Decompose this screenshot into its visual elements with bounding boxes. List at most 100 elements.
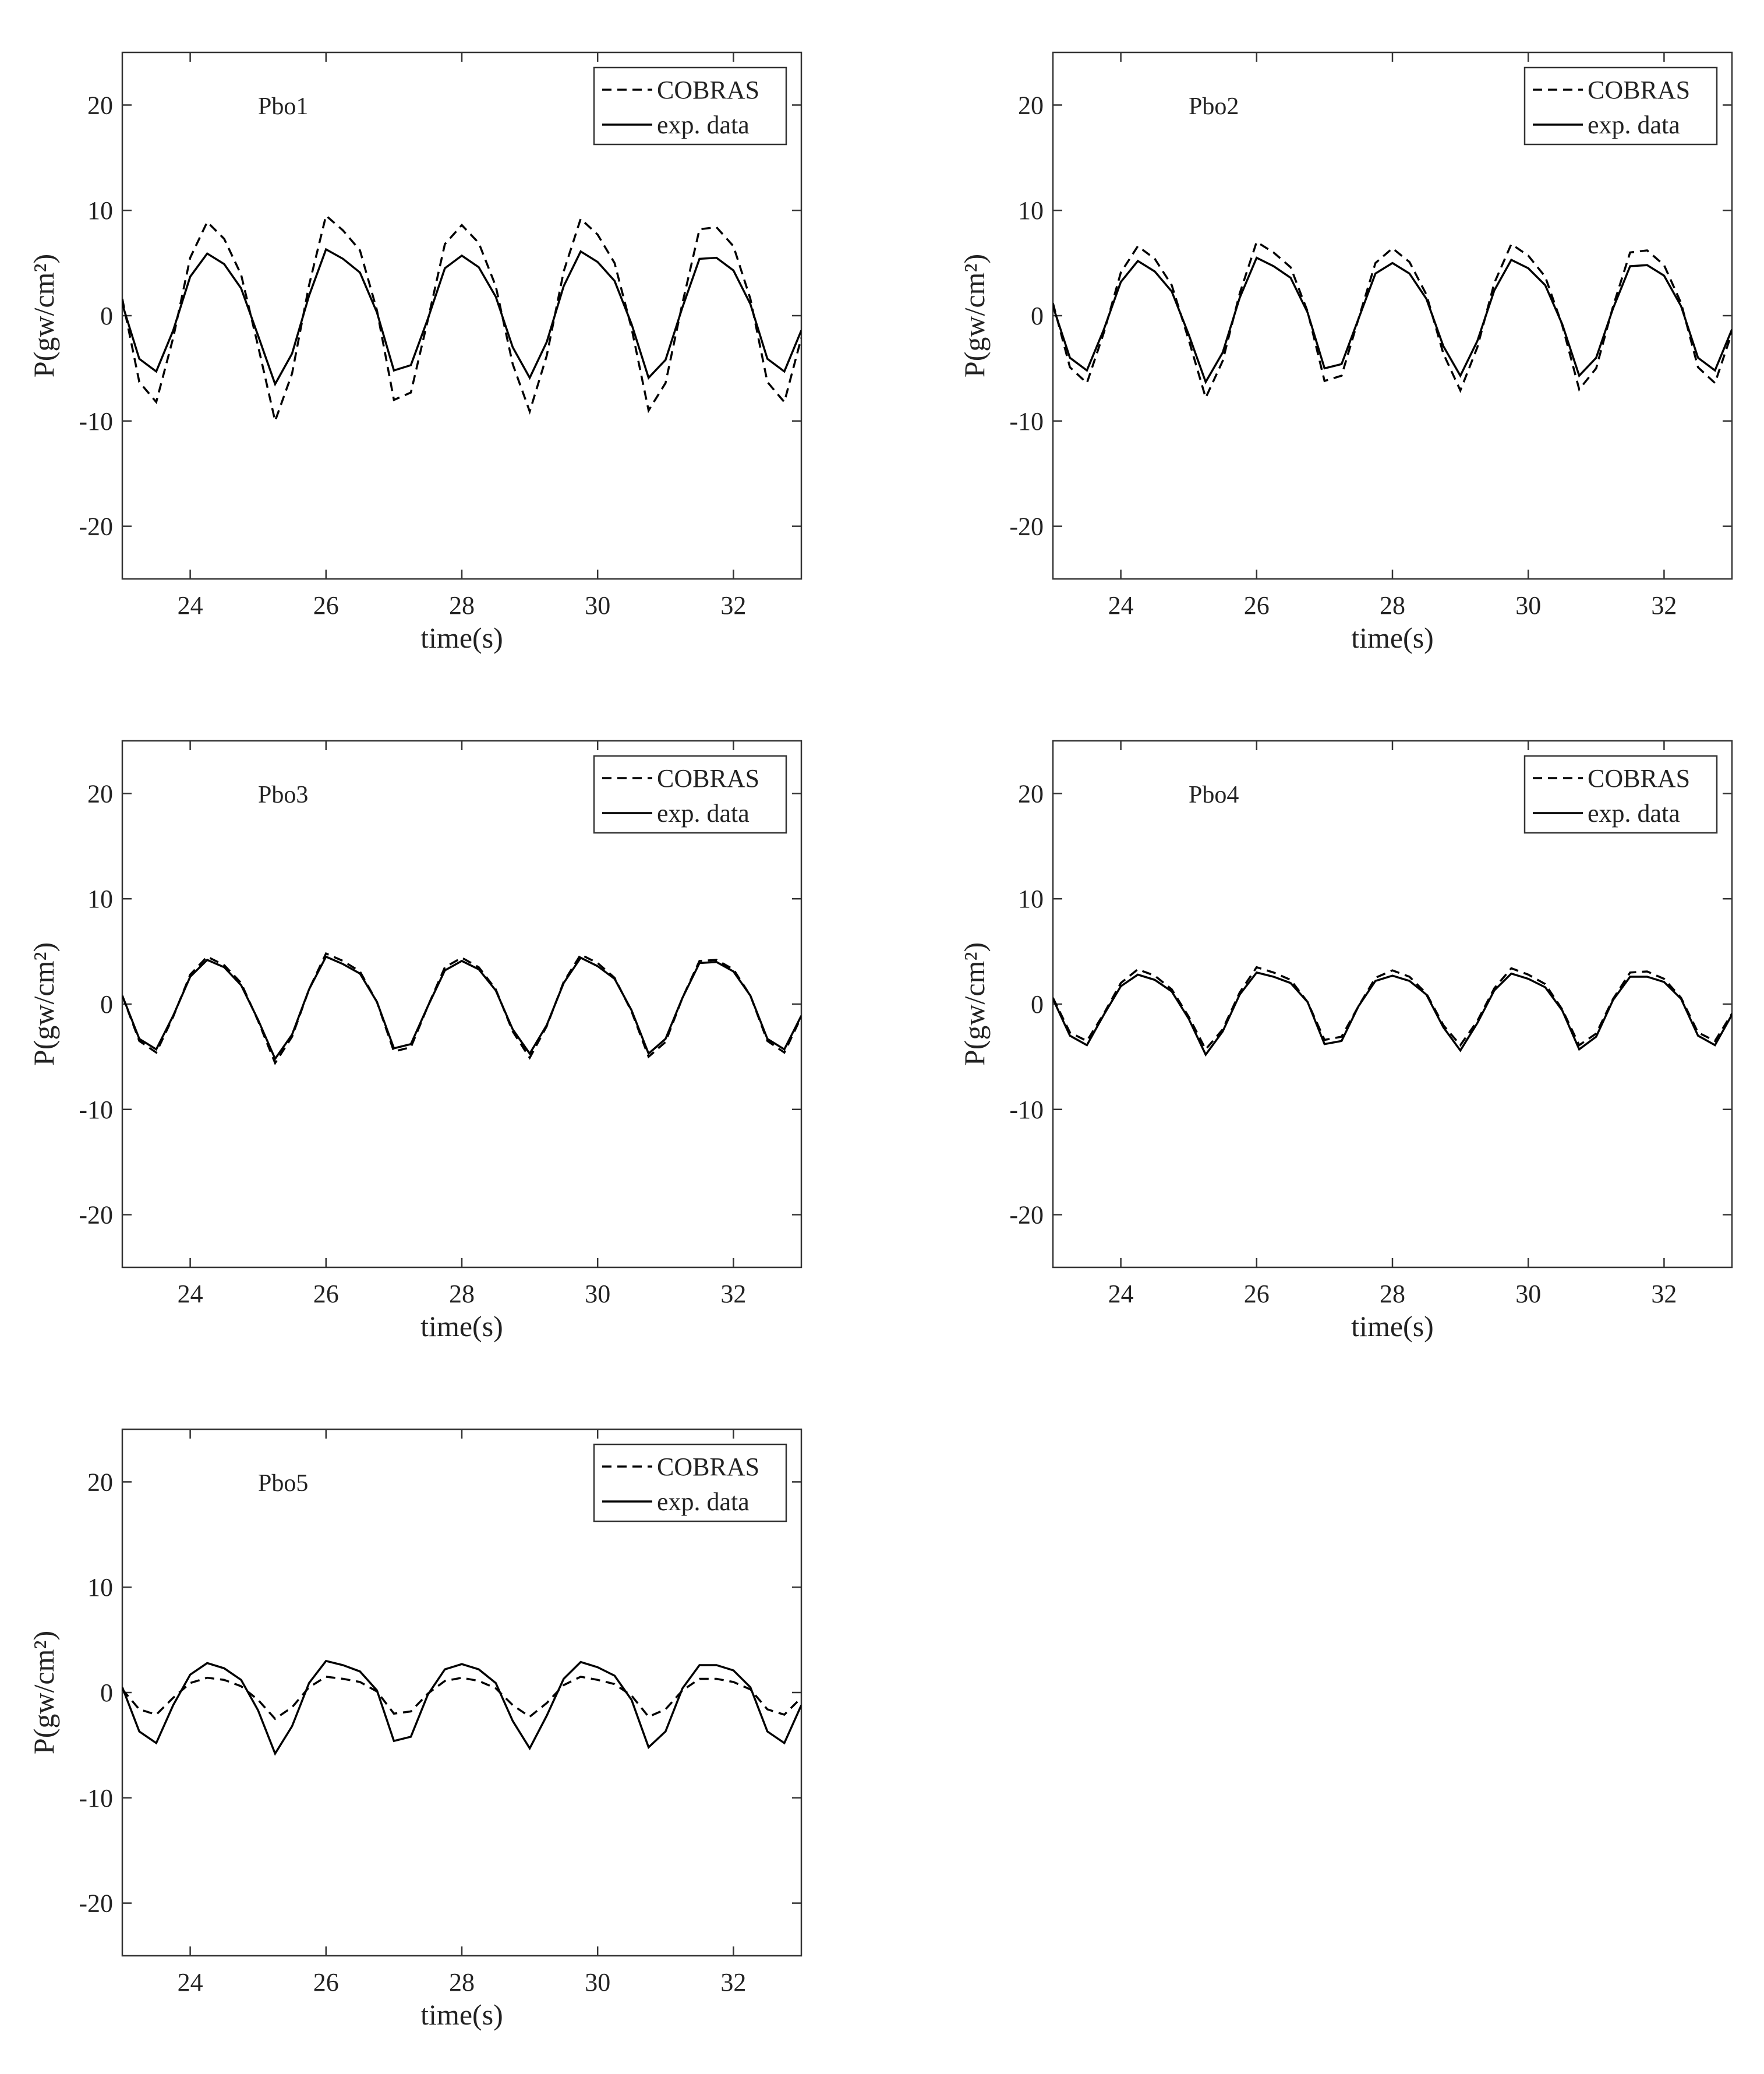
x-tick-label: 24 (1108, 1280, 1134, 1308)
legend-label: COBRAS (1588, 76, 1690, 104)
data-line (122, 213, 801, 425)
data-line (122, 1676, 801, 1720)
panel: 24 26 28 30 32 -20 -10 0 10 20 time(s) P(gw/cm²) Pbo… (958, 740, 1733, 1342)
x-tick-label: 32 (1651, 591, 1677, 620)
x-axis-label: time(s) (420, 1310, 503, 1342)
y-axis-label: P(gw/cm²) (27, 254, 60, 377)
y-tick-label: 20 (1018, 91, 1044, 119)
x-tick-label: 26 (313, 1280, 339, 1308)
annotation: Pbo4 (1189, 782, 1239, 808)
panel: 24 26 28 30 32 -20 -10 0 10 20 time(s) P(gw/cm²) Pbo… (27, 1428, 803, 2031)
legend-label: COBRAS (657, 764, 759, 793)
y-axis-label: P(gw/cm²) (27, 1631, 60, 1754)
annotation: Pbo1 (258, 93, 308, 120)
x-tick-label: 30 (1515, 591, 1541, 620)
x-tick-label: 32 (720, 591, 746, 620)
x-tick-label: 26 (1244, 591, 1270, 620)
x-axis-label: time(s) (420, 621, 503, 654)
y-tick-label: -10 (1009, 1096, 1044, 1124)
annotation: Pbo3 (258, 782, 308, 808)
x-tick-label: 30 (585, 591, 610, 620)
y-tick-label: -20 (79, 513, 113, 541)
data-line (122, 952, 801, 1065)
x-tick-label: 24 (178, 1280, 203, 1308)
y-tick-label: 20 (87, 91, 113, 119)
y-tick-label: 0 (100, 1679, 113, 1707)
legend-label: exp. data (657, 799, 750, 828)
x-tick-label: 30 (585, 1280, 610, 1308)
x-tick-label: 24 (178, 1968, 203, 1997)
y-tick-label: 0 (100, 302, 113, 330)
data-line (122, 248, 801, 387)
y-tick-label: -10 (79, 1096, 113, 1124)
x-tick-label: 28 (1380, 591, 1405, 620)
y-tick-label: -10 (1009, 407, 1044, 436)
x-tick-label: 28 (449, 1968, 475, 1997)
legend-label: exp. data (657, 111, 750, 139)
plot-area (122, 213, 801, 425)
legend-box (593, 66, 787, 146)
data-line (1053, 971, 1732, 1057)
annotation: Pbo5 (258, 1470, 308, 1497)
y-tick-label: 10 (87, 885, 113, 913)
y-tick-label: -20 (79, 1889, 113, 1918)
data-line (122, 955, 801, 1061)
panel: 24 26 28 30 32 -20 -10 0 10 20 time(s) P(gw/cm²) Pbo… (27, 740, 803, 1342)
data-line (122, 1659, 801, 1756)
x-tick-label: 32 (1651, 1280, 1677, 1308)
y-tick-label: 0 (1031, 990, 1044, 1019)
panel: 24 26 28 30 32 -20 -10 0 10 20 time(s) P(gw/cm²) Pbo… (27, 51, 803, 654)
plot-area (1053, 240, 1732, 401)
y-tick-label: 20 (1018, 779, 1044, 808)
x-tick-label: 28 (449, 1280, 475, 1308)
legend-label: COBRAS (1588, 764, 1690, 793)
legend-box (593, 755, 787, 834)
y-tick-label: 0 (100, 990, 113, 1019)
x-tick-label: 32 (720, 1280, 746, 1308)
x-tick-label: 28 (449, 591, 475, 620)
plot-area (1053, 966, 1732, 1057)
x-tick-label: 32 (720, 1968, 746, 1997)
y-tick-label: 10 (87, 196, 113, 225)
x-tick-label: 28 (1380, 1280, 1405, 1308)
x-tick-label: 26 (313, 591, 339, 620)
x-tick-label: 30 (1515, 1280, 1541, 1308)
x-tick-label: 30 (585, 1968, 610, 1997)
legend-label: exp. data (657, 1488, 750, 1516)
data-line (1053, 966, 1732, 1051)
y-tick-label: 10 (1018, 885, 1044, 913)
x-tick-label: 26 (313, 1968, 339, 1997)
y-tick-label: -20 (1009, 1201, 1044, 1229)
y-tick-label: -20 (1009, 513, 1044, 541)
legend-box (1523, 66, 1718, 146)
x-tick-label: 24 (178, 591, 203, 620)
x-axis-label: time(s) (1351, 621, 1434, 654)
x-axis-label: time(s) (420, 1998, 503, 2031)
x-tick-label: 24 (1108, 591, 1134, 620)
data-line (1053, 256, 1732, 385)
panel: 24 26 28 30 32 -20 -10 0 10 20 time(s) P(gw/cm²) Pbo… (958, 51, 1733, 654)
legend-box (593, 1443, 787, 1522)
legend-label: COBRAS (657, 76, 759, 104)
y-tick-label: 10 (1018, 196, 1044, 225)
y-tick-label: 20 (87, 1468, 113, 1496)
annotation: Pbo2 (1189, 93, 1239, 120)
y-axis-label: P(gw/cm²) (958, 942, 991, 1066)
legend-label: exp. data (1588, 799, 1680, 828)
legend-label: exp. data (1588, 111, 1680, 139)
plot-area (122, 1659, 801, 1756)
x-axis-label: time(s) (1351, 1310, 1434, 1342)
y-tick-label: 20 (87, 779, 113, 808)
legend-label: COBRAS (657, 1453, 759, 1481)
y-axis-label: P(gw/cm²) (958, 254, 991, 377)
y-tick-label: 10 (87, 1573, 113, 1602)
y-tick-label: 0 (1031, 302, 1044, 330)
y-tick-label: -20 (79, 1201, 113, 1229)
data-line (1053, 240, 1732, 401)
x-tick-label: 26 (1244, 1280, 1270, 1308)
plot-area (122, 952, 801, 1065)
legend-box (1523, 755, 1718, 834)
y-axis-label: P(gw/cm²) (27, 942, 60, 1066)
y-tick-label: -10 (79, 407, 113, 436)
